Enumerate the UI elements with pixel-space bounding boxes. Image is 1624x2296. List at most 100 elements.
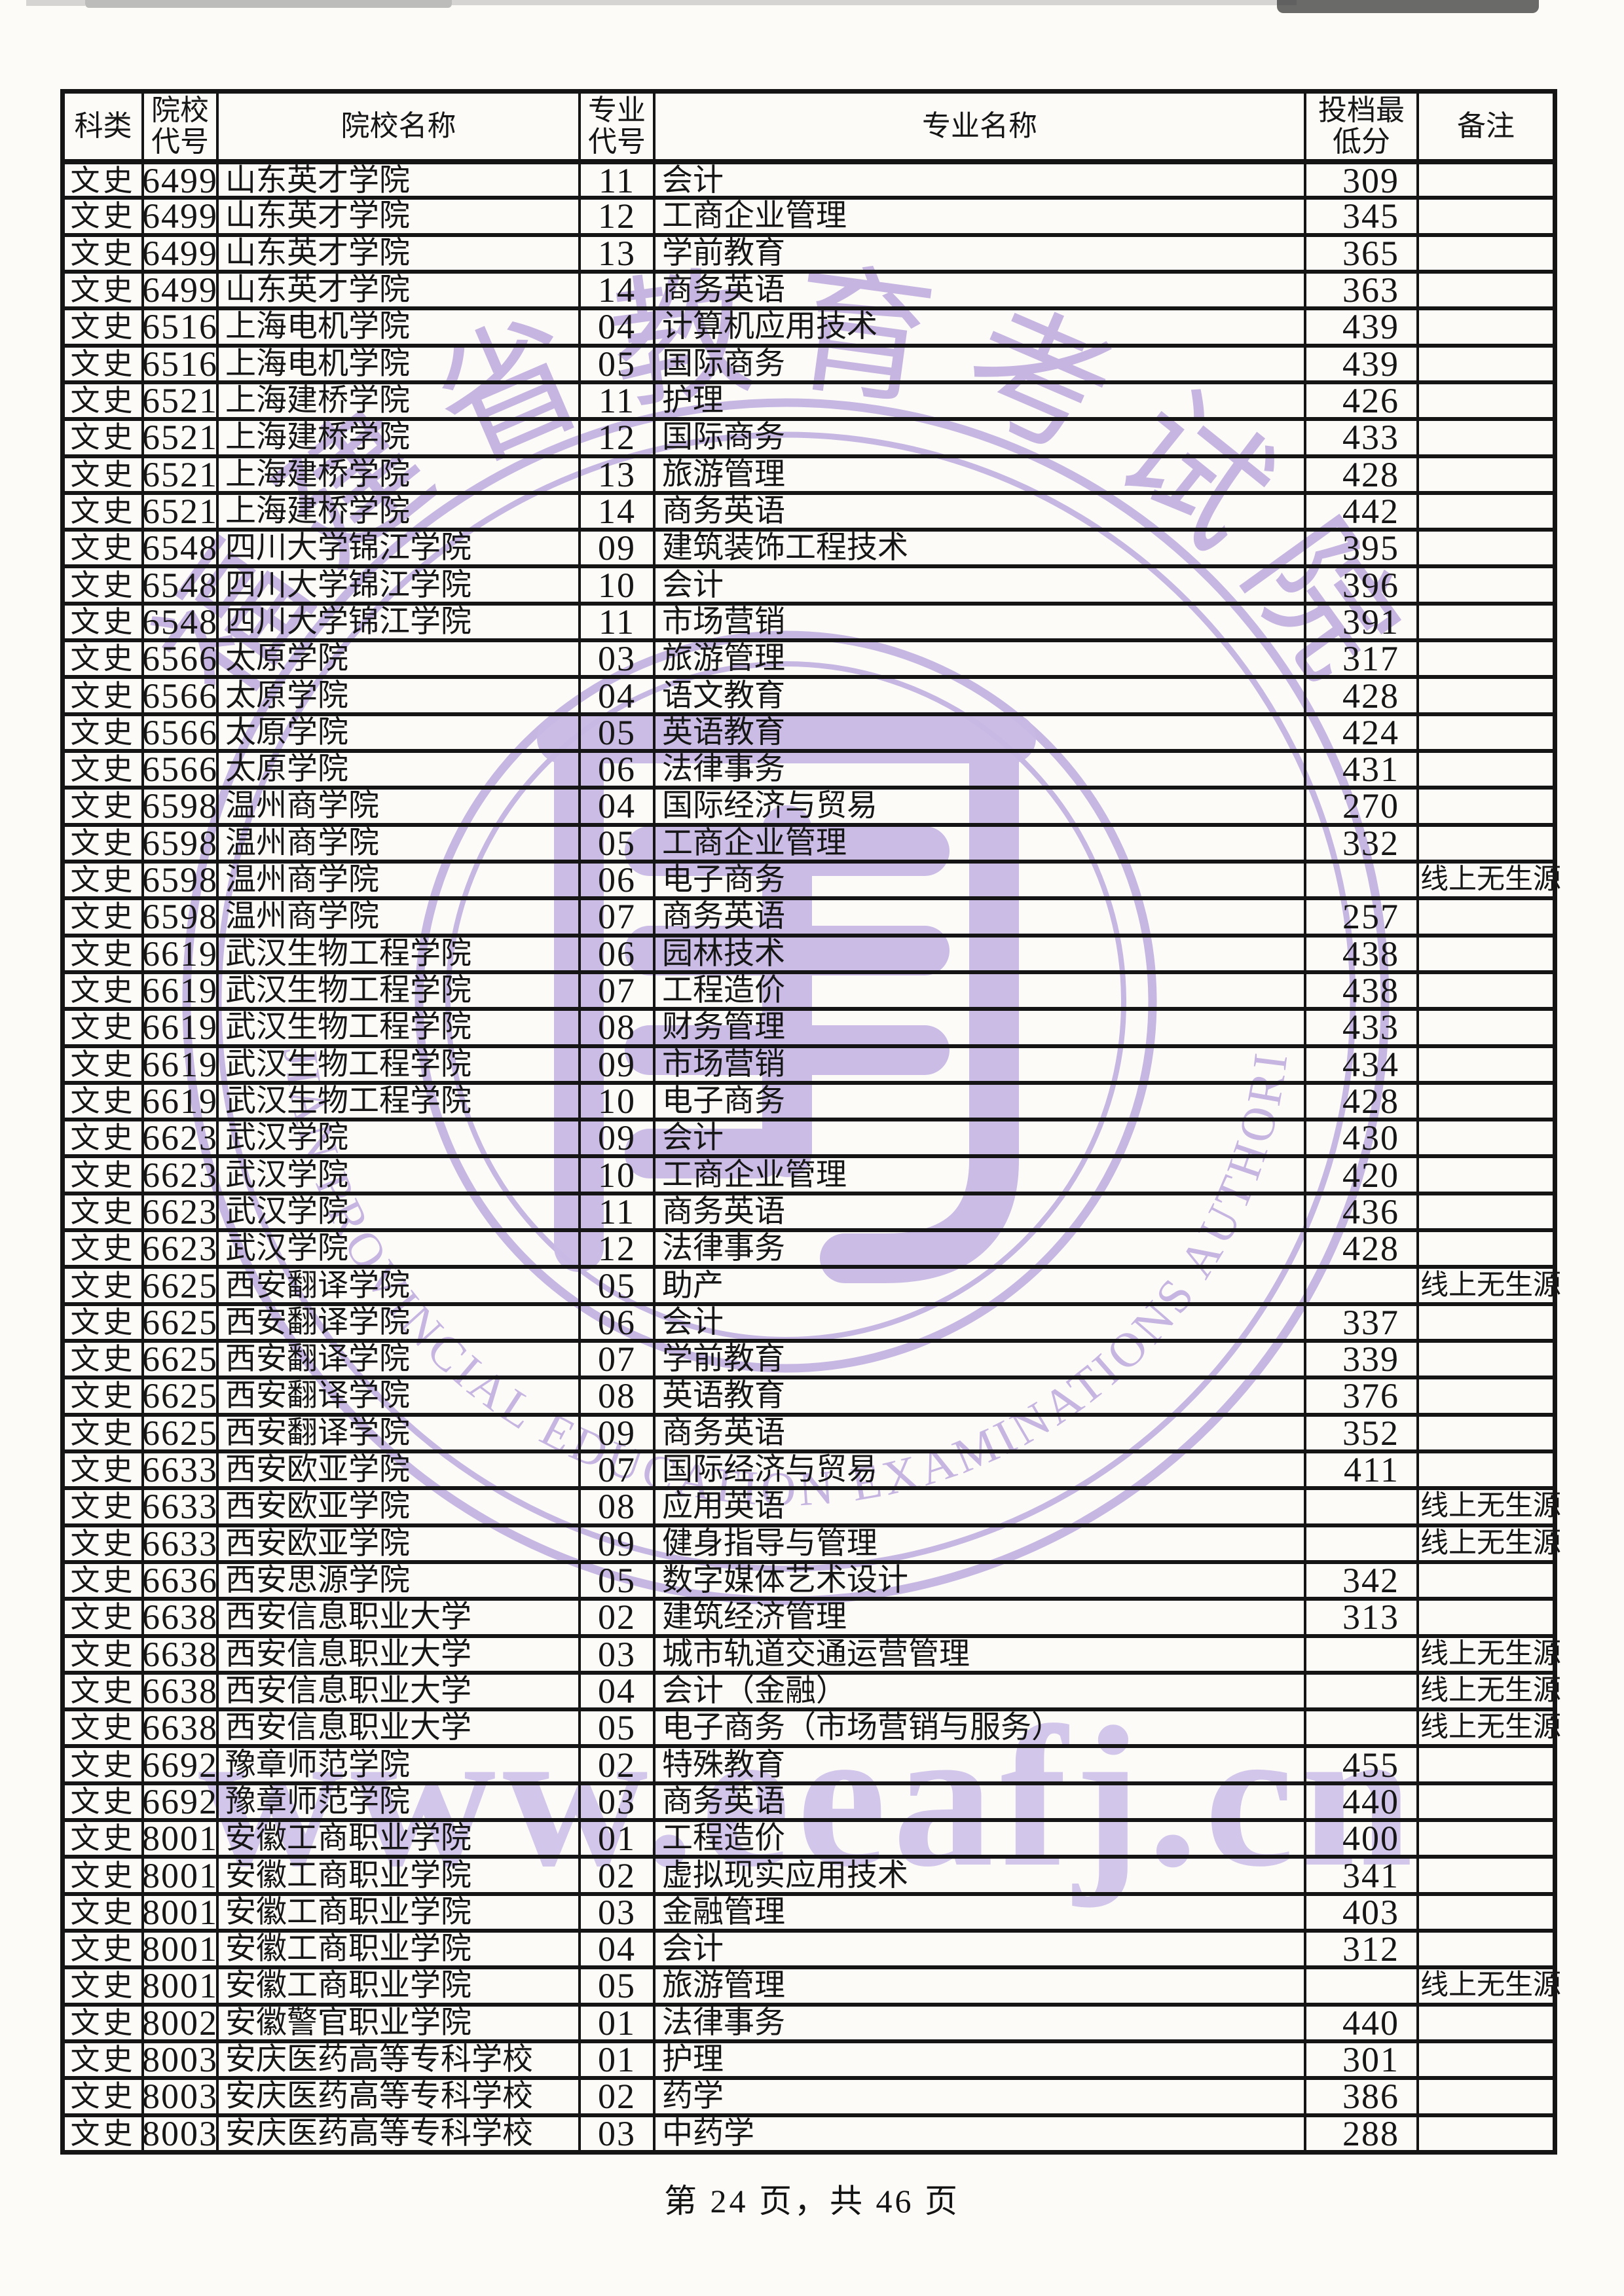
table-row: 文史 6638 西安信息职业大学 03 城市轨道交通运营管理 线上无生源: [65, 1633, 1561, 1672]
cell-college-code: 6566: [141, 712, 218, 752]
cell-score: 339: [1304, 1341, 1416, 1377]
cell-college-code: 6499: [141, 161, 218, 200]
cell-score: 442: [1304, 494, 1416, 529]
table-row: 文史 8001 安徽工商职业学院 01 工程造价 400: [65, 1818, 1553, 1856]
table-row: 文史 6499 山东英才学院 14 商务英语 363: [65, 269, 1553, 310]
cell-remark: [1416, 421, 1553, 454]
table-row: 文史 8001 安徽工商职业学院 02 虚拟现实应用技术 341: [65, 1855, 1553, 1893]
cell-college-name: 豫章师范学院: [216, 1785, 578, 1819]
cell-college-name: 武汉生物工程学院: [216, 1011, 578, 1044]
cell-remark: [1416, 1232, 1553, 1266]
scan-artifact-top-middle: [452, 0, 1297, 5]
cell-remark: [1416, 1601, 1553, 1634]
cell-major-name: 建筑经济管理: [653, 1601, 1304, 1634]
cell-major-name: 商务英语: [653, 1416, 1304, 1449]
cell-category: 文史: [70, 532, 136, 565]
cell-college-name: 安庆医药高等专科学校: [216, 2117, 578, 2150]
cell-college-name: 四川大学锦江学院: [216, 605, 578, 639]
table-row: 文史 6636 西安思源学院 05 数字媒体艺术设计 342: [65, 1559, 1553, 1601]
cell-category: 文史: [70, 1822, 136, 1855]
table-row: 文史 6548 四川大学锦江学院 10 会计 396: [65, 564, 1553, 603]
cell-college-code: 6499: [141, 270, 218, 310]
cell-major-name: 法律事务: [653, 1232, 1304, 1266]
cell-college-name: 上海电机学院: [216, 310, 578, 344]
cell-major-name: 法律事务: [653, 2006, 1304, 2039]
cell-remark: [1416, 200, 1553, 233]
cell-major-name: 园林技术: [653, 937, 1304, 970]
cell-major-name: 会计: [653, 1933, 1304, 1966]
cell-remark: [1416, 642, 1553, 676]
cell-major-name: 特殊教育: [653, 1748, 1304, 1781]
cell-college-code: 8001: [141, 1966, 218, 2006]
cell-remark: [1416, 605, 1553, 639]
cell-college-name: 西安信息职业大学: [216, 1711, 578, 1745]
table-row: 文史 6598 温州商学院 06 电子商务 线上无生源: [65, 859, 1561, 898]
cell-major-code: 09: [578, 1046, 653, 1082]
header-category: 科类: [74, 110, 132, 142]
cell-major-name: 商务英语: [653, 900, 1304, 934]
cell-major-code: 06: [578, 936, 653, 972]
cell-major-code: 12: [578, 198, 653, 234]
cell-college-name: 温州商学院: [216, 900, 578, 934]
cell-college-code: 6636: [141, 1561, 218, 1601]
cell-major-name: 电子商务: [653, 1084, 1304, 1118]
cell-college-code: 6516: [141, 307, 218, 347]
cell-college-name: 温州商学院: [216, 790, 578, 823]
cell-score: 440: [1304, 2005, 1416, 2041]
cell-college-name: 西安欧亚学院: [216, 1527, 578, 1560]
cell-remark: [1416, 236, 1553, 270]
cell-college-name: 安徽工商职业学院: [216, 1859, 578, 1892]
cell-remark: [1416, 790, 1553, 823]
cell-college-name: 安庆医药高等专科学校: [216, 2043, 578, 2077]
cell-major-name: 助产: [653, 1269, 1304, 1302]
cell-college-name: 安庆医药高等专科学校: [216, 2080, 578, 2113]
table-row: 文史 6625 西安翻译学院 08 英语教育 376: [65, 1376, 1553, 1414]
cell-college-name: 西安欧亚学院: [216, 1453, 578, 1487]
cell-major-name: 语文教育: [653, 679, 1304, 712]
scan-artifact-top-right: [1277, 0, 1539, 13]
cell-major-code: 03: [578, 1784, 653, 1819]
table-row: 文史 6619 武汉生物工程学院 09 市场营销 434: [65, 1044, 1553, 1082]
cell-category: 文史: [70, 458, 136, 491]
cell-score: 391: [1304, 604, 1416, 640]
cell-major-name: 电子商务: [653, 863, 1304, 897]
cell-category: 文史: [70, 236, 136, 270]
cell-major-name: 财务管理: [653, 1011, 1304, 1044]
cell-category: 文史: [70, 1895, 136, 1929]
cell-major-name: 工程造价: [653, 1822, 1304, 1855]
table-row: 文史 6566 太原学院 05 英语教育 424: [65, 712, 1553, 752]
cell-remark: [1416, 1379, 1553, 1413]
cell-score: 428: [1304, 1231, 1416, 1266]
table-row: 文史 8001 安徽工商职业学院 05 旅游管理 线上无生源: [65, 1965, 1561, 2006]
cell-remark: [1416, 716, 1553, 749]
cell-major-name: 市场营销: [653, 1048, 1304, 1081]
cell-remark: [1416, 310, 1553, 344]
cell-college-code: 6598: [141, 786, 218, 826]
page-footer: 第 24 页，共 46 页: [664, 2183, 960, 2219]
cell-college-code: 8003: [141, 2077, 218, 2117]
cell-college-code: 6619: [141, 934, 218, 974]
cell-category: 文史: [70, 421, 136, 454]
cell-college-name: 武汉学院: [216, 1195, 578, 1229]
cell-college-code: 6619: [141, 1008, 218, 1048]
table-row: 文史 6625 西安翻译学院 09 商务英语 352: [65, 1412, 1553, 1451]
cell-score: 395: [1304, 530, 1416, 566]
cell-remark: [1416, 1859, 1553, 1892]
table-row: 文史 6625 西安翻译学院 07 学前教育 339: [65, 1339, 1553, 1377]
cell-college-name: 太原学院: [216, 753, 578, 786]
cell-major-code: 09: [578, 1120, 653, 1156]
cell-major-name: 中药学: [653, 2117, 1304, 2150]
cell-remark: [1416, 1195, 1553, 1229]
cell-category: 文史: [70, 1232, 136, 1266]
cell-category: 文史: [70, 384, 136, 418]
cell-major-code: 13: [578, 236, 653, 271]
cell-remark: [1416, 1121, 1553, 1155]
cell-score: 426: [1304, 383, 1416, 418]
cell-major-name: 旅游管理: [653, 458, 1304, 491]
cell-category: 文史: [70, 2080, 136, 2113]
cell-major-name: 会计: [653, 1121, 1304, 1155]
cell-college-name: 武汉生物工程学院: [216, 1048, 578, 1081]
cell-remark: [1416, 1563, 1553, 1597]
cell-score: 386: [1304, 2079, 1416, 2115]
